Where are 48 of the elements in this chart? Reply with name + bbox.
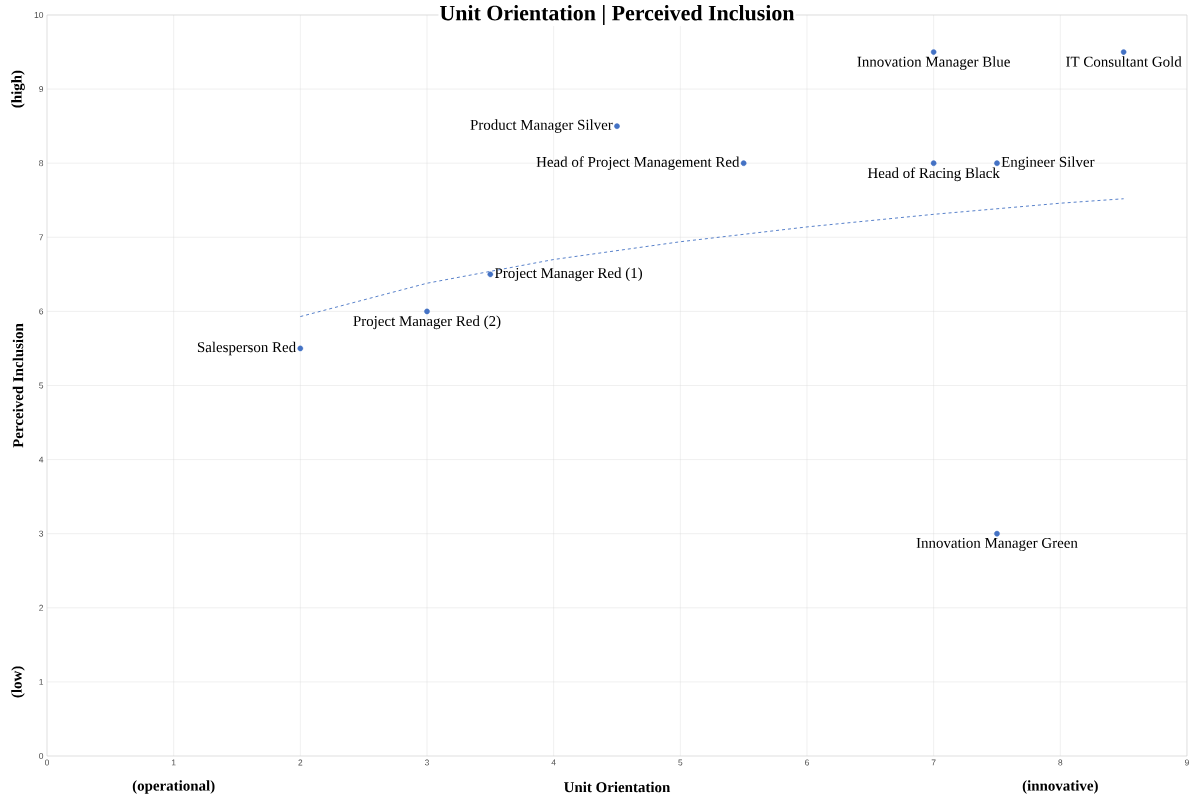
point: [740, 160, 747, 166]
text: (operational): [132, 780, 215, 794]
chart-title: Unit Orientation | Perceived Inclusion: [439, 5, 795, 25]
point: [424, 308, 430, 315]
x-tick-label: 1: [171, 759, 176, 766]
annotation: Innovation Manager Blue: [857, 56, 1010, 70]
annotation: Innovation Manager Green: [916, 537, 1078, 552]
y-tick-label: 2: [39, 604, 44, 611]
y-tick-label: 4: [38, 456, 44, 463]
y-axis-title: Perceived Inclusion: [12, 323, 24, 448]
y-tick-label: 10: [34, 12, 44, 18]
x-tick-label: 5: [678, 759, 683, 766]
x-axis-title: Unit Orientation: [564, 781, 671, 793]
x-tick-label: 3: [424, 759, 429, 766]
point: [930, 160, 937, 166]
annotation: Salesperson Red: [197, 341, 296, 356]
annotation: Engineer Silver: [1001, 156, 1095, 170]
x-tick-label: 8: [1058, 759, 1063, 766]
annotation: Head of Racing Black: [867, 167, 1000, 182]
point: [994, 160, 1000, 166]
annotation: Project Manager Red (2): [353, 315, 501, 330]
y-tick-label: 3: [39, 530, 44, 537]
x-tick-label: 9: [1185, 759, 1189, 766]
point: [930, 49, 937, 55]
y-tick-label: 8: [39, 160, 44, 167]
point: [614, 123, 620, 129]
x-tick-label: 2: [298, 759, 303, 766]
y-tick-label: 9: [39, 86, 44, 93]
x-tick-label: 6: [805, 759, 809, 766]
annotation: Head of Project Management Red: [536, 156, 740, 171]
point: [1120, 49, 1127, 55]
x-tick-label: 0: [44, 759, 50, 766]
point: [297, 345, 304, 352]
annotation: Product Manager Silver: [470, 119, 613, 133]
text: (innovative): [1022, 780, 1098, 794]
x-tick-label: 4: [551, 759, 556, 766]
point: [994, 530, 1000, 537]
annotation: Project Manager Red (1): [494, 267, 643, 282]
text: (low): [11, 666, 25, 698]
y-tick-label: 6: [39, 308, 44, 315]
annotation: IT Consultant Gold: [1066, 56, 1182, 67]
y-tick-label: 5: [39, 382, 44, 389]
y-tick-label: 7: [39, 234, 44, 241]
y-tick-label: 0: [39, 753, 44, 759]
text: (high): [11, 70, 25, 108]
point: [487, 271, 494, 278]
x-tick-label: 7: [931, 759, 936, 766]
y-tick-label: 1: [39, 678, 44, 685]
